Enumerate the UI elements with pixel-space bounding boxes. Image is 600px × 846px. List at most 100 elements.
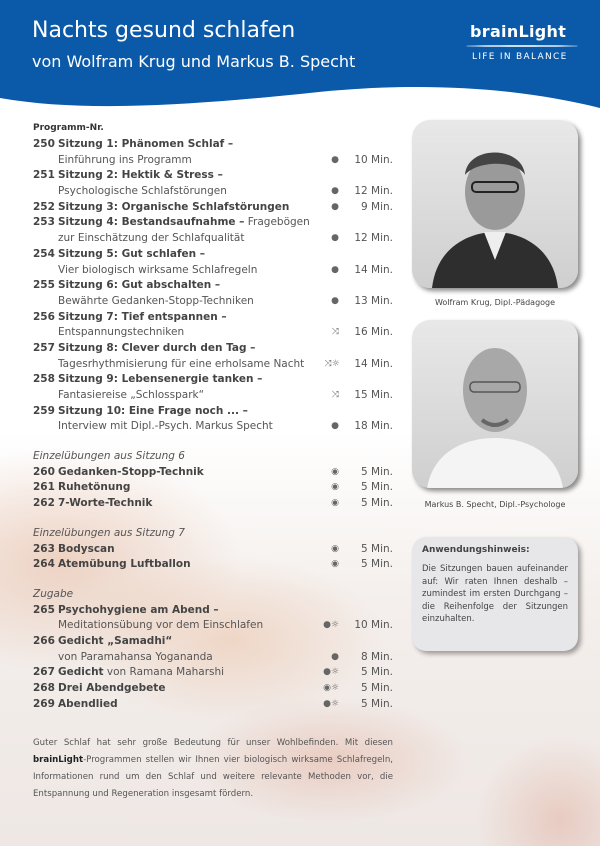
program-number: 253 xyxy=(33,216,55,229)
program-title: Sitzung 1: Phänomen Schlaf – xyxy=(58,137,393,153)
program-item: 260 Gedanken-Stopp-Technik ◉ 5 Min. xyxy=(33,465,393,481)
footer-text-part1: Guter Schlaf hat sehr große Bedeutung fü… xyxy=(33,738,393,748)
program-type-icons: ◉ xyxy=(331,559,339,570)
program-title: Sitzung 6: Gut abschalten – xyxy=(58,278,393,294)
program-duration: 5 Min. xyxy=(361,682,393,694)
program-subtitle-row: Interview mit Dipl.-Psych. Markus Specht… xyxy=(33,419,393,435)
program-row: 255 Sitzung 6: Gut abschalten – xyxy=(33,278,393,294)
program-type-icons: ● xyxy=(331,233,339,244)
program-type-icons: ◉ xyxy=(331,482,339,493)
program-title: Abendlied xyxy=(58,697,303,713)
program-number: 256 xyxy=(33,310,55,323)
program-title: Sitzung 10: Eine Frage noch ... – xyxy=(58,404,393,420)
program-type-icons: ● xyxy=(331,186,339,197)
program-type-icons: ●☼ xyxy=(323,620,339,631)
page-subtitle: von Wolfram Krug und Markus B. Specht xyxy=(32,52,356,71)
program-row: 250 Sitzung 1: Phänomen Schlaf – xyxy=(33,137,393,153)
program-item: 266 Gedicht „Samadhi“ von Paramahansa Yoga… xyxy=(33,634,393,665)
program-type-icons: ◉ xyxy=(331,466,339,477)
program-subtitle-row: Vier biologisch wirksame Schlafregeln ● 14… xyxy=(33,263,393,279)
program-duration: 5 Min. xyxy=(361,497,393,510)
author-caption-krug: Wolfram Krug, Dipl.-Pädagoge xyxy=(434,298,556,307)
program-row: 256 Sitzung 7: Tief entspannen – xyxy=(33,310,393,326)
program-duration: 5 Min. xyxy=(361,481,393,494)
program-duration: 13 Min. xyxy=(354,294,393,307)
program-number: 264 xyxy=(33,558,55,571)
program-item: 256 Sitzung 7: Tief entspannen – Entspannu… xyxy=(33,310,393,341)
program-title-bold: Sitzung 3: Organische Schlafstörungen xyxy=(58,200,290,213)
program-item: 265 Psychohygiene am Abend – Meditationsüb… xyxy=(33,603,393,634)
program-subtitle: Interview mit Dipl.-Psych. Markus Specht xyxy=(58,420,273,433)
program-item: 253 Sitzung 4: Bestandsaufnahme – Fragebö… xyxy=(33,215,393,246)
program-duration: 8 Min. xyxy=(361,650,393,663)
author-photo-specht xyxy=(412,320,578,488)
program-item: 262 7-Worte-Technik ◉ 5 Min. xyxy=(33,496,393,512)
program-subtitle: Entspannungstechniken xyxy=(58,326,185,339)
footer-text-part2: -Programmen stellen wir Ihnen vier biolo… xyxy=(33,755,393,799)
program-title-normal: Fragebögen xyxy=(244,216,310,229)
program-number: 263 xyxy=(33,542,55,555)
program-title-bold: Psychohygiene am Abend – xyxy=(58,603,219,616)
program-row: 257 Sitzung 8: Clever durch den Tag – xyxy=(33,341,393,357)
program-number: 261 xyxy=(33,481,55,494)
program-title: Sitzung 2: Hektik & Stress – xyxy=(58,168,393,184)
program-number: 259 xyxy=(33,404,55,417)
program-subtitle-row: Entspannungstechniken ⤨ 16 Min. xyxy=(33,325,393,341)
program-title: Gedanken-Stopp-Technik xyxy=(58,465,303,481)
program-duration: 5 Min. xyxy=(361,666,393,679)
program-item: 264 Atemübung Luftballon ◉ 5 Min. xyxy=(33,557,393,573)
program-item: 254 Sitzung 5: Gut schlafen – Vier biologi… xyxy=(33,247,393,278)
program-title-bold: Sitzung 8: Clever durch den Tag – xyxy=(58,341,256,354)
program-subtitle: Bewährte Gedanken-Stopp-Techniken xyxy=(58,294,254,307)
program-duration: 9 Min. xyxy=(361,200,393,213)
program-type-icons: ● xyxy=(331,154,339,165)
program-title-bold: Drei Abendgebete xyxy=(58,682,166,694)
program-title: Drei Abendgebete xyxy=(58,681,303,697)
program-title-bold: Ruhetönung xyxy=(58,481,131,494)
program-row: 260 Gedanken-Stopp-Technik ◉ 5 Min. xyxy=(33,465,393,481)
program-row: 254 Sitzung 5: Gut schlafen – xyxy=(33,247,393,263)
footer-text: Guter Schlaf hat sehr große Bedeutung fü… xyxy=(33,735,393,803)
program-title: Sitzung 4: Bestandsaufnahme – Fragebögen xyxy=(58,215,393,231)
program-item: 257 Sitzung 8: Clever durch den Tag – Tage… xyxy=(33,341,393,372)
header-wave xyxy=(0,0,600,108)
program-type-icons: ●☼ xyxy=(323,667,339,678)
program-number: 262 xyxy=(33,497,55,510)
program-title: Sitzung 5: Gut schlafen – xyxy=(58,247,393,263)
program-item: 267 Gedicht von Ramana Maharshi ●☼ 5 Min. xyxy=(33,665,393,681)
program-subtitle: Psychologische Schlafstörungen xyxy=(58,185,227,198)
program-title: 7-Worte-Technik xyxy=(58,496,303,512)
program-subtitle: Fantasiereise „Schlosspark“ xyxy=(58,389,205,401)
program-number-label: Programm-Nr. xyxy=(33,123,104,133)
program-title-bold: Sitzung 6: Gut abschalten – xyxy=(58,279,221,292)
program-row: 269 Abendlied ●☼ 5 Min. xyxy=(33,697,393,713)
program-type-icons: ⤨ xyxy=(331,327,339,338)
program-type-icons: ● xyxy=(331,201,339,212)
program-number: 251 xyxy=(33,169,55,182)
program-item: 250 Sitzung 1: Phänomen Schlaf – Einführun… xyxy=(33,137,393,168)
program-subtitle: von Paramahansa Yogananda xyxy=(58,650,213,663)
program-subtitle: Meditationsübung vor dem Einschlafen xyxy=(58,619,264,632)
footer-brand: brainLight xyxy=(33,755,84,765)
program-duration: 5 Min. xyxy=(361,542,393,555)
program-item: 259 Sitzung 10: Eine Frage noch ... – Inte… xyxy=(33,404,393,435)
program-title-bold: Sitzung 10: Eine Frage noch ... – xyxy=(58,404,248,417)
program-number: 260 xyxy=(33,465,55,478)
program-subtitle: Vier biologisch wirksame Schlafregeln xyxy=(58,263,258,276)
program-title: Sitzung 8: Clever durch den Tag – xyxy=(58,341,393,357)
program-number: 268 xyxy=(33,682,55,694)
program-subtitle-row: von Paramahansa Yogananda ● 8 Min. xyxy=(33,650,393,666)
program-title: Sitzung 7: Tief entspannen – xyxy=(58,310,393,326)
program-number: 255 xyxy=(33,279,55,292)
program-row: 251 Sitzung 2: Hektik & Stress – xyxy=(33,168,393,184)
program-type-icons: ◉ xyxy=(331,498,339,509)
program-type-icons: ● xyxy=(331,651,339,662)
usage-note-text: Die Sitzungen bauen aufeinander auf: Wir… xyxy=(422,564,568,624)
program-subtitle: Tagesrhythmisierung für eine erholsame N… xyxy=(58,357,305,370)
author-caption-specht: Markus B. Specht, Dipl.-Psychologe xyxy=(424,500,566,509)
program-title: Bodyscan xyxy=(58,542,303,558)
program-subtitle-row: Psychologische Schlafstörungen ● 12 Min. xyxy=(33,184,393,200)
program-type-icons: ⤨ xyxy=(331,390,339,400)
program-number: 266 xyxy=(33,634,55,647)
program-duration: 10 Min. xyxy=(354,619,393,632)
